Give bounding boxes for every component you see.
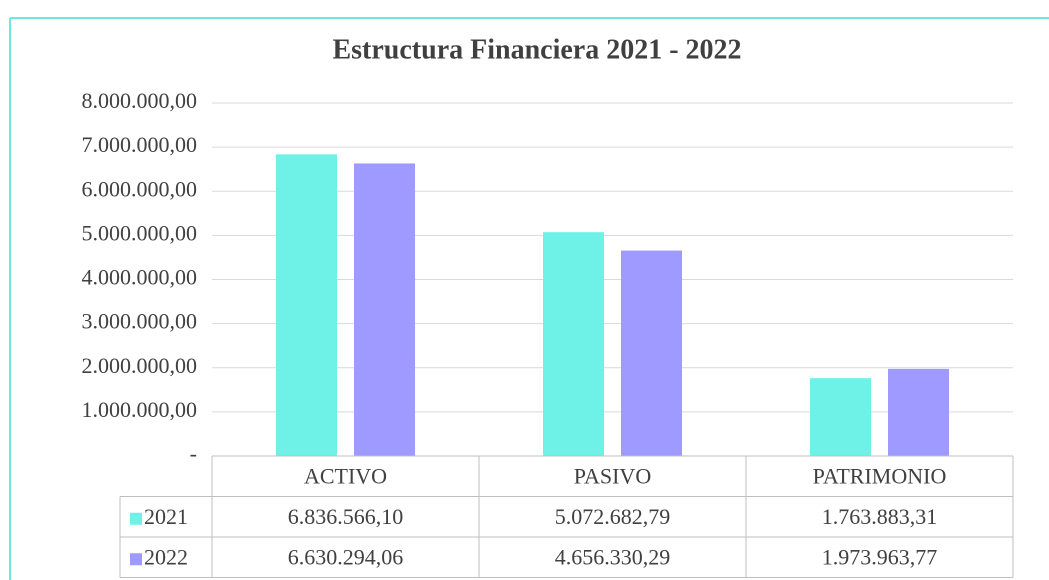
y-tick-label: 8.000.000,00 <box>82 88 198 113</box>
legend-key <box>130 553 142 566</box>
y-tick-label: 4.000.000,00 <box>82 265 198 290</box>
x-tick-label: PATRIMONIO <box>813 463 947 488</box>
table-value: 4.656.330,29 <box>555 544 671 569</box>
table-value: 1.973.963,77 <box>822 544 938 569</box>
y-tick-label: 5.000.000,00 <box>82 220 198 245</box>
y-tick-label: 2.000.000,00 <box>82 353 198 378</box>
table-value: 6.630.294,06 <box>288 544 404 569</box>
bar <box>810 378 871 456</box>
legend-label: 2021 <box>144 504 188 529</box>
bar <box>543 232 604 456</box>
y-tick-label: 7.000.000,00 <box>82 132 198 157</box>
table-value: 5.072.682,79 <box>555 504 671 529</box>
y-tick-label: 3.000.000,00 <box>82 309 198 334</box>
x-tick-label: PASIVO <box>574 463 651 488</box>
legend-key <box>130 512 142 525</box>
bar <box>276 154 337 456</box>
chart-title: Estructura Financiera 2021 - 2022 <box>332 34 741 65</box>
legend-label: 2022 <box>144 544 188 569</box>
y-tick-label: 6.000.000,00 <box>82 176 198 201</box>
x-tick-label: ACTIVO <box>304 463 387 488</box>
bar <box>621 250 682 456</box>
y-tick-label: - <box>190 441 197 466</box>
table-value: 1.763.883,31 <box>822 504 938 529</box>
table-value: 6.836.566,10 <box>288 504 404 529</box>
bar <box>354 163 415 456</box>
y-tick-label: 1.000.000,00 <box>82 397 198 422</box>
bar <box>888 368 949 456</box>
